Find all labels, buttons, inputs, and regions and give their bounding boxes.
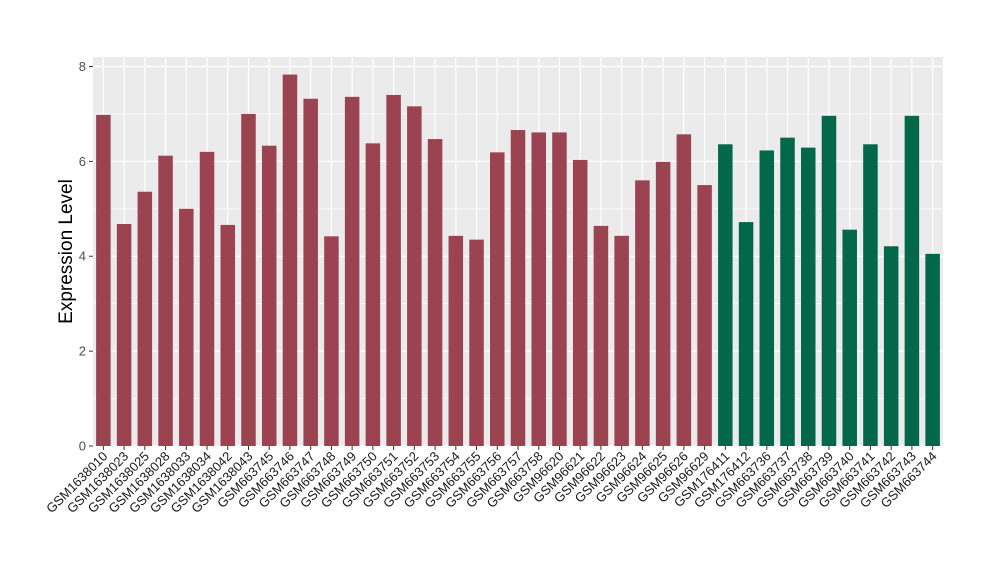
bar-GSM663739 bbox=[821, 115, 837, 446]
bar-GSM663758 bbox=[531, 132, 546, 447]
bar-GSM1638043 bbox=[241, 113, 256, 447]
y-tick-label: 4 bbox=[79, 249, 86, 264]
bar-GSM96621 bbox=[572, 159, 588, 446]
bar-GSM1638028 bbox=[158, 155, 173, 447]
bar-GSM663756 bbox=[490, 152, 505, 447]
bar-GSM663753 bbox=[427, 139, 443, 446]
bar-GSM96620 bbox=[552, 132, 567, 447]
bar-GSM663744 bbox=[925, 253, 940, 446]
bar-GSM663736 bbox=[759, 150, 775, 446]
bar-GSM1638042 bbox=[220, 224, 236, 446]
bar-GSM663737 bbox=[780, 137, 795, 446]
bar-GSM663738 bbox=[800, 147, 816, 447]
bar-GSM96629 bbox=[697, 185, 712, 446]
bar-GSM96622 bbox=[593, 225, 609, 446]
bar-GSM663742 bbox=[883, 246, 899, 446]
y-tick-label: 6 bbox=[79, 154, 86, 169]
bar-GSM1638025 bbox=[137, 191, 153, 446]
bar-GSM663747 bbox=[303, 98, 318, 446]
bar-GSM1638033 bbox=[179, 208, 194, 446]
bar-GSM1638023 bbox=[116, 223, 132, 446]
bar-GSM1638034 bbox=[199, 151, 215, 446]
bar-GSM96626 bbox=[676, 134, 692, 446]
bar-GSM663752 bbox=[407, 106, 422, 447]
axis-layer: 02468GSM1638010GSM1638023GSM1638025GSM16… bbox=[43, 59, 940, 516]
bar-GSM663749 bbox=[344, 96, 360, 446]
bar-GSM663740 bbox=[842, 229, 857, 446]
y-tick-label: 0 bbox=[79, 439, 86, 454]
bar-GSM663743 bbox=[904, 115, 920, 446]
bar-GSM663757 bbox=[510, 130, 526, 446]
bar-layer bbox=[96, 74, 940, 447]
bar-GSM96624 bbox=[635, 180, 650, 446]
y-tick-label: 2 bbox=[79, 344, 86, 359]
bar-GSM663748 bbox=[324, 236, 339, 446]
bar-GSM96623 bbox=[614, 235, 629, 446]
bar-GSM663755 bbox=[469, 239, 484, 446]
bar-GSM663754 bbox=[448, 235, 464, 446]
y-axis-label: Expression Level bbox=[56, 179, 77, 324]
bar-GSM1638010 bbox=[96, 114, 111, 446]
bar-GSM176412 bbox=[738, 222, 754, 446]
bar-GSM663746 bbox=[282, 74, 298, 447]
bar-GSM663751 bbox=[386, 94, 401, 446]
y-tick-label: 8 bbox=[79, 59, 86, 74]
bar-GSM663750 bbox=[365, 143, 381, 446]
bar-GSM176411 bbox=[718, 144, 733, 446]
bar-GSM96625 bbox=[655, 161, 671, 446]
bar-GSM663741 bbox=[863, 144, 878, 446]
bar-GSM663745 bbox=[261, 145, 277, 446]
